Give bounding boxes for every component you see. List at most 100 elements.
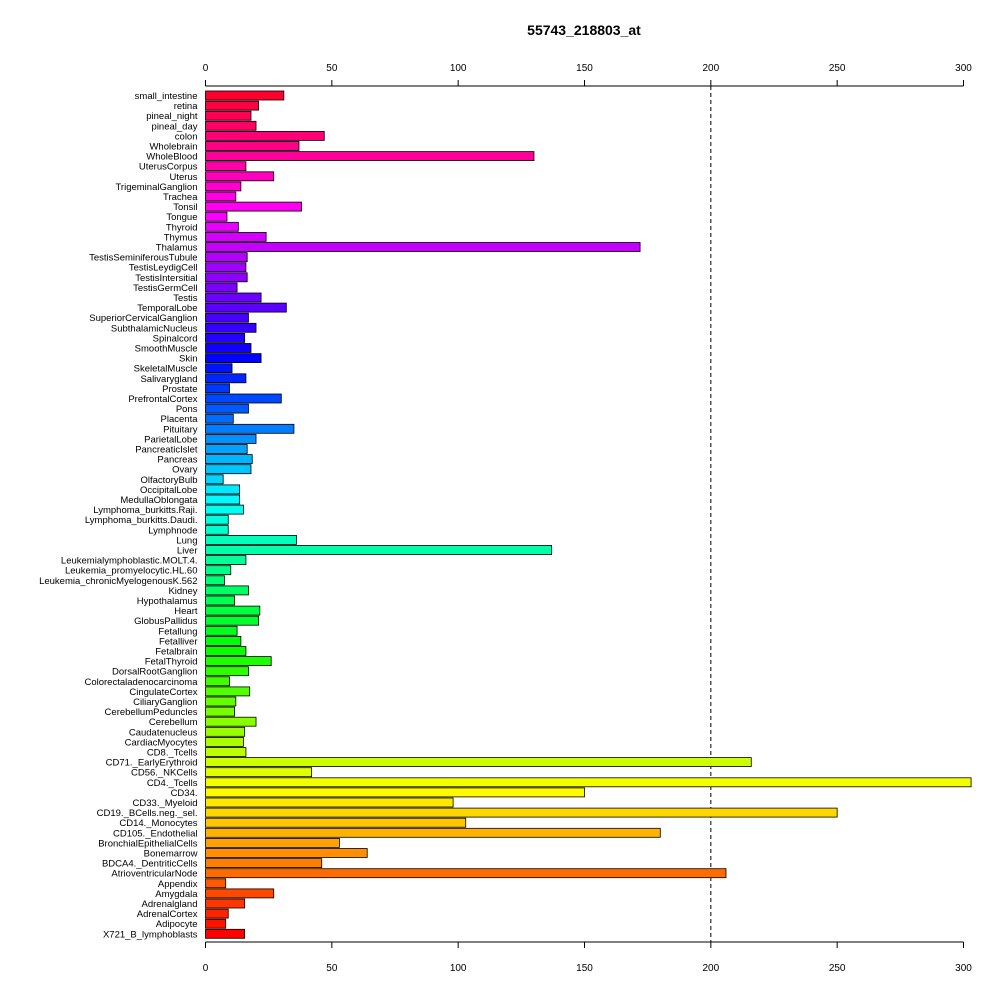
category-label: Pons	[176, 404, 198, 415]
bar	[205, 575, 225, 586]
bar	[205, 151, 535, 162]
category-label: MedullaOblongata	[120, 495, 198, 506]
category-label: CD56._NKCells	[131, 768, 198, 779]
bar	[205, 282, 238, 293]
bar	[205, 777, 972, 788]
category-label: Prostate	[162, 384, 197, 395]
category-label: Placenta	[161, 414, 199, 425]
bar	[205, 636, 242, 646]
bar	[205, 716, 257, 727]
bar	[205, 787, 585, 798]
bar	[205, 252, 248, 263]
bar	[205, 625, 238, 636]
category-label: TemporalLobe	[137, 303, 197, 314]
category-label: Skin	[179, 354, 197, 365]
category-label: CD4._Tcells	[147, 778, 198, 789]
bar	[205, 383, 230, 394]
bar	[205, 181, 242, 192]
bar	[205, 110, 252, 121]
category-label: Salivarygland	[140, 374, 197, 385]
category-label: CD8._Tcells	[147, 748, 198, 759]
category-label: colon	[175, 131, 198, 142]
category-label: pineal_day	[152, 121, 198, 132]
x-tick-label: 150	[576, 963, 593, 974]
category-label: pineal_night	[146, 111, 198, 122]
bar	[205, 393, 282, 404]
bar	[205, 242, 641, 252]
category-label: Fetallung	[158, 626, 197, 637]
category-label: SubthalamicNucleus	[111, 323, 198, 334]
x-tick-label: 250	[829, 963, 846, 974]
category-label: TestisSeminiferousTubule	[89, 253, 197, 264]
bar	[205, 797, 454, 808]
category-label: Tonsil	[173, 202, 197, 213]
bar	[205, 171, 275, 182]
bar	[205, 524, 229, 535]
bar	[205, 535, 297, 545]
category-label: TestisGermCell	[133, 283, 197, 294]
category-label: TestisLeydigCell	[129, 263, 198, 274]
bar	[205, 878, 227, 889]
bar	[205, 373, 247, 384]
category-label: Adipocyte	[156, 919, 198, 930]
bars	[205, 90, 972, 939]
bar	[205, 130, 325, 141]
bar	[205, 302, 287, 313]
category-label: Spinalcord	[153, 333, 198, 344]
bar	[205, 514, 229, 525]
bar	[205, 454, 253, 465]
category-label: BronchialEpithelialCells	[98, 838, 198, 849]
bar	[205, 100, 259, 111]
x-tick-label: 300	[955, 63, 972, 74]
category-label: Kidney	[168, 586, 197, 597]
category-label: retina	[174, 101, 198, 112]
bar	[205, 484, 241, 495]
bar	[205, 726, 246, 737]
bar	[205, 120, 257, 131]
bar	[205, 292, 262, 303]
x-tick-label: 100	[450, 963, 467, 974]
category-label: Heart	[174, 606, 198, 617]
bar	[205, 403, 249, 414]
category-label: Fetalliver	[159, 636, 198, 647]
bar	[205, 646, 247, 656]
bar	[205, 676, 230, 687]
category-label: Tongue	[166, 212, 197, 223]
bar	[205, 262, 247, 273]
category-label: Pituitary	[163, 424, 198, 435]
bar	[205, 848, 368, 858]
bar	[205, 444, 248, 454]
bar	[205, 605, 261, 616]
bar	[205, 363, 233, 374]
bar	[205, 918, 227, 929]
category-label: CD14._Monocytes	[119, 818, 197, 829]
x-tick-label: 0	[203, 963, 209, 974]
bar	[205, 322, 257, 333]
category-label: PrefrontalCortex	[128, 394, 197, 405]
x-tick-label: 250	[829, 63, 846, 74]
bar	[205, 817, 467, 828]
bar	[205, 838, 340, 848]
category-label: TestisIntersitial	[135, 273, 197, 284]
bar	[205, 595, 235, 606]
bar	[205, 353, 262, 364]
category-label: Lung	[176, 535, 197, 546]
category-label: CingulateCortex	[129, 687, 197, 698]
bar	[205, 90, 285, 101]
bar	[205, 656, 272, 666]
x-tick-label: 100	[450, 63, 467, 74]
x-tick-label: 150	[576, 63, 593, 74]
category-label: TrigeminalGanglion	[115, 182, 197, 193]
category-label: Thyroid	[166, 222, 198, 233]
bar	[205, 555, 247, 565]
bar	[205, 908, 229, 919]
category-label: Uterus	[170, 172, 198, 183]
category-label: Appendix	[158, 879, 198, 890]
bar	[205, 888, 275, 899]
category-label: CD71._EarlyErythroid	[106, 758, 198, 769]
bar	[205, 221, 239, 232]
category-labels: small_intestineretinapineal_nightpineal_…	[39, 91, 198, 940]
category-label: Fetalbrain	[155, 647, 197, 658]
bar	[205, 504, 244, 515]
